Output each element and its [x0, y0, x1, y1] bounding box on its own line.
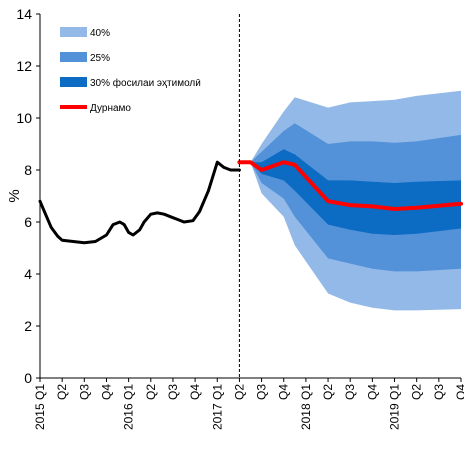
y-tick-label: 0 [24, 370, 32, 386]
x-tick-label: 2016 Q1 [122, 384, 136, 430]
legend-label: 30% фосилаи эҳтимолӣ [90, 77, 201, 89]
x-tick-label: Q4 [454, 384, 464, 400]
y-tick-label: 12 [16, 58, 32, 74]
x-tick-label: Q4 [365, 384, 379, 400]
legend-swatch [60, 27, 87, 37]
legend: 40% 25% 30% фосилаи эҳтимолӣ Дурнамо [60, 27, 201, 114]
legend-swatch [60, 52, 87, 62]
band-3 [239, 149, 461, 235]
y-axis-label: % [6, 189, 23, 202]
x-tick-label: 2015 Q1 [33, 384, 47, 430]
y-tick-label: 6 [24, 214, 32, 230]
y-tick-label: 14 [16, 6, 32, 22]
legend-label: 40% [90, 28, 110, 39]
y-tick-label: 4 [24, 266, 32, 282]
x-tick-label: Q2 [410, 384, 424, 400]
x-tick-label: Q2 [232, 384, 246, 400]
legend-label: Дурнамо [90, 103, 131, 114]
y-tick-label: 8 [24, 162, 32, 178]
legend-label: 25% [90, 53, 110, 64]
x-tick-label: Q3 [432, 384, 446, 400]
axes: 0 2 4 6 8 10 12 14 2015 Q1 Q2 Q3 Q4 2016 Q1 Q2 Q3 Q4 201… [16, 6, 464, 430]
x-tick-label: 2018 Q1 [299, 384, 313, 430]
x-tick-label: Q4 [99, 384, 113, 400]
x-tick-label: Q4 [188, 384, 202, 400]
y-tick-label: 2 [24, 318, 32, 334]
x-tick-label: Q2 [144, 384, 158, 400]
x-tick-label: Q3 [343, 384, 357, 400]
x-tick-label: Q4 [277, 384, 291, 400]
y-tick-label: 10 [16, 110, 32, 126]
x-tick-label: Q3 [166, 384, 180, 400]
legend-swatch [60, 77, 87, 87]
forecast-line [237, 160, 463, 211]
x-tick-label: Q3 [255, 384, 269, 400]
x-tick-label: Q3 [77, 384, 91, 400]
series-lines [38, 160, 463, 245]
x-tick-label: 2019 Q1 [388, 384, 402, 430]
historical-line [38, 160, 241, 245]
x-tick-label: Q2 [55, 384, 69, 400]
x-tick-label: 2017 Q1 [210, 384, 224, 430]
confidence-bands [239, 90, 461, 311]
x-tick-label: Q2 [321, 384, 335, 400]
